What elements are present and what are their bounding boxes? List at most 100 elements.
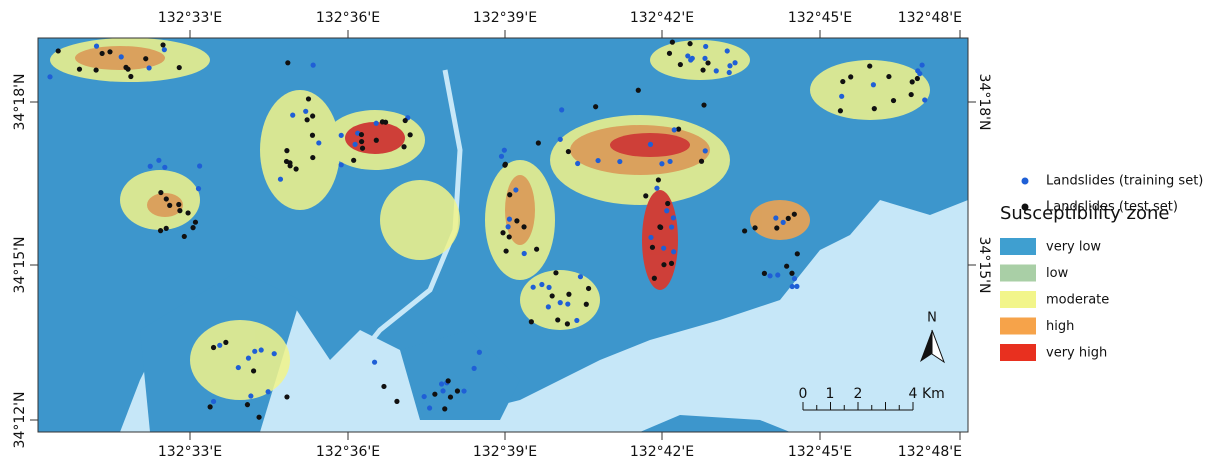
landslide-point (440, 388, 445, 393)
landslide-point (773, 215, 778, 220)
landslide-point (439, 381, 444, 386)
legend-zone-swatch (1000, 238, 1036, 255)
landslide-point (659, 161, 664, 166)
landslide-point (164, 196, 169, 201)
landslide-point (727, 70, 732, 75)
landslide-point (685, 53, 690, 58)
landslide-point (636, 88, 641, 93)
landslide-point (521, 224, 526, 229)
landslide-point (352, 142, 357, 147)
landslide-point (664, 208, 669, 213)
landslide-point (559, 107, 564, 112)
landslide-point (886, 74, 891, 79)
landslide-point (442, 406, 447, 411)
landslide-point (162, 165, 167, 170)
landslide-point (245, 402, 250, 407)
landslide-point (671, 249, 676, 254)
landslide-point (690, 56, 695, 61)
landslide-point (147, 65, 152, 70)
legend-zone-label: very high (1046, 346, 1107, 361)
landslide-point (703, 44, 708, 49)
landslide-point (94, 44, 99, 49)
landslide-point (477, 350, 482, 355)
landslide-point (160, 42, 165, 47)
landslide-point (422, 394, 427, 399)
landslide-point (310, 113, 315, 118)
landslide-point (499, 154, 504, 159)
landslide-point (236, 365, 241, 370)
bottom-coordinate-label: 132°48'E (898, 444, 962, 460)
landslide-point (290, 113, 295, 118)
landslide-point (77, 67, 82, 72)
landslide-point (208, 404, 213, 409)
landslide-point (182, 234, 187, 239)
landslide-point (148, 164, 153, 169)
landslide-point (381, 384, 386, 389)
landslide-point (303, 109, 308, 114)
landslide-point (374, 138, 379, 143)
landslide-point (586, 286, 591, 291)
landslide-point (762, 271, 767, 276)
landslide-point (909, 92, 914, 97)
top-coordinate-label: 132°33'E (158, 10, 222, 26)
landslide-point (699, 159, 704, 164)
landslide-point (284, 159, 289, 164)
landslide-point (703, 148, 708, 153)
landslide-point (119, 54, 124, 59)
landslide-point (359, 132, 364, 137)
scale-label: 2 (854, 386, 863, 402)
landslide-point (595, 158, 600, 163)
landslide-point (669, 224, 674, 229)
landslide-point (211, 399, 216, 404)
landslide-point (374, 121, 379, 126)
landslide-point (555, 317, 560, 322)
legend-zone-swatch (1000, 265, 1036, 282)
legend-zone-swatch (1000, 291, 1036, 308)
top-coordinate-label: 132°36'E (316, 10, 380, 26)
landslide-point (786, 216, 791, 221)
landslide-point (380, 119, 385, 124)
landslide-point (667, 51, 672, 56)
landslide-point (872, 106, 877, 111)
legend-title: Susceptibility zone (1000, 203, 1169, 224)
landslide-point (742, 228, 747, 233)
legend-zone-label: high (1046, 319, 1074, 334)
landslide-point (667, 159, 672, 164)
landslide-point (767, 273, 772, 278)
landslide-point (553, 270, 558, 275)
legend-point-label: Landslides (training set) (1046, 174, 1203, 189)
landslide-point (223, 340, 228, 345)
landslide-point (248, 393, 253, 398)
landslide-point (654, 186, 659, 191)
landslide-point (658, 225, 663, 230)
landslide-point (725, 48, 730, 53)
landslide-point (838, 108, 843, 113)
landslide-point (752, 225, 757, 230)
map-body (38, 38, 968, 432)
landslide-point (167, 203, 172, 208)
landslide-point (310, 155, 315, 160)
landslide-point (593, 104, 598, 109)
legend-zone-swatch (1000, 318, 1036, 335)
landslide-point (575, 161, 580, 166)
top-coordinate-label: 132°39'E (473, 10, 537, 26)
landslide-point (705, 60, 710, 65)
top-coordinate-label: 132°48'E (898, 10, 962, 26)
landslide-point (558, 137, 563, 142)
landslide-point (910, 79, 915, 84)
landslide-point (143, 56, 148, 61)
landslide-point (359, 139, 364, 144)
landslide-point (670, 40, 675, 45)
landslide-point (217, 343, 222, 348)
landslide-point (503, 248, 508, 253)
legend-zone-label: moderate (1046, 293, 1109, 308)
landslide-point (566, 292, 571, 297)
bottom-coordinate-label: 132°33'E (158, 444, 222, 460)
landslide-point (536, 140, 541, 145)
landslide-point (507, 192, 512, 197)
landslide-point (107, 49, 112, 54)
landslide-point (915, 76, 920, 81)
landslide-point (665, 201, 670, 206)
landslide-point (403, 118, 408, 123)
legend-point-symbol (1022, 178, 1029, 185)
